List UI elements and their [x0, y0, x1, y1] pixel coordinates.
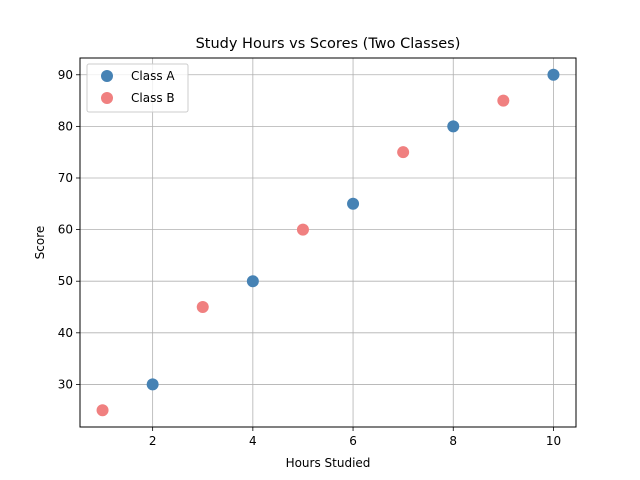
- grid-lines: [80, 58, 576, 427]
- legend-label-class-b: Class B: [131, 91, 175, 105]
- y-tick-label: 90: [58, 68, 73, 82]
- x-tick-label: 2: [149, 434, 157, 448]
- x-axis-label: Hours Studied: [286, 456, 371, 470]
- data-point-class-b: [96, 404, 109, 417]
- legend-label-class-a: Class A: [131, 69, 175, 83]
- y-tick-label: 40: [58, 326, 73, 340]
- data-point-class-b: [397, 146, 410, 159]
- y-tick-label: 70: [58, 171, 73, 185]
- legend-marker-class-b: [101, 92, 113, 104]
- axis-ticks: 2 4 6 8 10 30 40 50 60 70 80 90: [58, 68, 561, 448]
- data-point-class-a: [246, 275, 259, 288]
- x-tick-label: 8: [449, 434, 457, 448]
- y-axis-label: Score: [33, 226, 47, 260]
- y-tick-label: 60: [58, 223, 73, 237]
- chart-title: Study Hours vs Scores (Two Classes): [196, 36, 461, 52]
- data-point-class-a: [347, 197, 360, 210]
- data-point-class-a: [447, 120, 460, 133]
- y-tick-label: 80: [58, 119, 73, 133]
- legend-marker-class-a: [101, 70, 113, 82]
- y-tick-label: 50: [58, 274, 73, 288]
- x-tick-label: 10: [546, 434, 561, 448]
- y-tick-label: 30: [58, 377, 73, 391]
- data-points: [96, 68, 560, 417]
- data-point-class-b: [296, 223, 309, 236]
- data-point-class-a: [146, 378, 159, 391]
- data-point-class-b: [196, 301, 209, 314]
- plot-frame: [79, 57, 577, 428]
- x-tick-label: 6: [349, 434, 357, 448]
- data-point-class-a: [547, 68, 560, 81]
- legend: Class A Class B: [86, 63, 189, 113]
- x-tick-label: 4: [249, 434, 257, 448]
- data-point-class-b: [497, 94, 510, 107]
